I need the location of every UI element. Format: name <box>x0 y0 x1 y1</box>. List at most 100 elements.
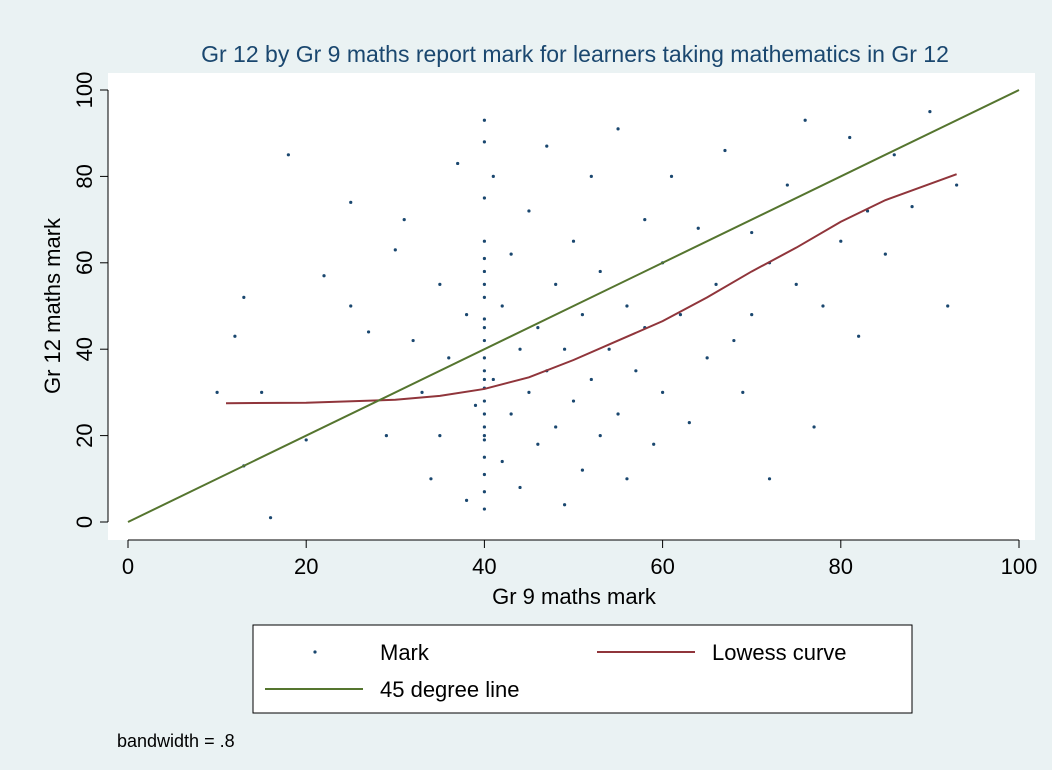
point <box>910 205 914 209</box>
point <box>233 334 237 338</box>
point <box>482 326 486 330</box>
point <box>634 369 638 373</box>
point <box>447 356 451 360</box>
point <box>652 442 656 446</box>
point <box>794 282 798 286</box>
point <box>589 174 593 178</box>
point <box>892 153 896 157</box>
legend-marker <box>313 650 317 654</box>
point <box>562 503 567 507</box>
point <box>732 338 736 343</box>
point <box>509 412 513 416</box>
point <box>750 230 754 235</box>
point <box>527 390 531 394</box>
point <box>473 403 478 407</box>
point <box>456 161 460 166</box>
point <box>536 442 540 446</box>
point <box>678 313 683 317</box>
point <box>589 377 593 382</box>
point <box>616 412 620 416</box>
point <box>518 485 522 490</box>
point <box>580 468 585 472</box>
point <box>750 313 754 317</box>
point <box>482 295 486 299</box>
point <box>509 252 513 256</box>
point <box>260 390 264 394</box>
point <box>946 304 950 308</box>
y-tick-label: 0 <box>72 516 97 528</box>
point <box>482 196 486 200</box>
point <box>661 390 665 394</box>
point <box>482 239 486 243</box>
point <box>242 295 246 299</box>
point <box>839 239 843 243</box>
point <box>322 274 326 278</box>
point <box>955 183 959 187</box>
point <box>482 490 486 494</box>
point <box>928 110 932 114</box>
point <box>812 425 816 429</box>
point <box>696 226 700 230</box>
point <box>821 304 825 308</box>
point <box>607 347 611 351</box>
point <box>580 313 585 317</box>
point <box>482 338 486 343</box>
point <box>705 356 709 360</box>
point <box>482 256 486 261</box>
point <box>349 304 353 308</box>
point <box>767 477 772 481</box>
point <box>393 248 397 252</box>
point <box>464 313 469 317</box>
point <box>482 434 486 438</box>
point <box>482 438 486 442</box>
point <box>482 412 486 416</box>
y-tick-label: 100 <box>72 72 97 109</box>
point <box>491 377 495 382</box>
point <box>482 472 486 477</box>
point <box>643 218 647 222</box>
point <box>500 459 504 464</box>
x-tick-label: 0 <box>122 554 134 579</box>
point <box>482 399 486 403</box>
point <box>482 356 486 360</box>
point <box>286 153 290 157</box>
point <box>482 282 486 286</box>
point <box>366 330 371 334</box>
point <box>482 118 486 122</box>
line <box>226 173 957 405</box>
x-tick-label: 100 <box>1001 554 1038 579</box>
point <box>411 338 415 343</box>
point <box>803 118 807 122</box>
point <box>545 144 549 148</box>
point <box>687 421 691 425</box>
point <box>723 148 727 153</box>
point <box>857 334 861 338</box>
point <box>500 304 504 308</box>
point <box>785 183 789 187</box>
point <box>384 434 388 438</box>
point <box>438 434 442 438</box>
legend-label: 45 degree line <box>380 677 519 702</box>
point <box>402 218 406 222</box>
legend <box>252 624 913 714</box>
point <box>598 434 602 438</box>
y-tick-label: 60 <box>72 251 97 275</box>
point <box>482 507 486 511</box>
point <box>741 390 745 394</box>
point <box>625 477 629 481</box>
point <box>527 209 531 213</box>
x-tick-label: 60 <box>650 554 674 579</box>
point <box>482 317 486 321</box>
point <box>616 127 620 131</box>
point <box>482 140 486 144</box>
y-tick-label: 40 <box>72 337 97 361</box>
point <box>215 390 219 394</box>
line <box>127 89 1020 523</box>
point <box>482 425 486 429</box>
y-tick-label: 20 <box>72 423 97 447</box>
point <box>536 326 540 330</box>
x-tick-label: 20 <box>294 554 318 579</box>
legend-label: Mark <box>380 640 430 665</box>
x-axis-label: Gr 9 maths mark <box>492 584 657 609</box>
